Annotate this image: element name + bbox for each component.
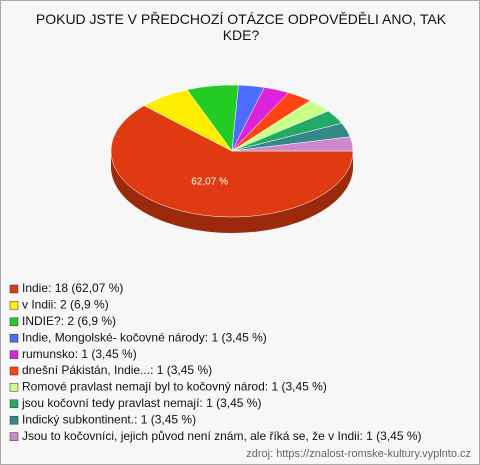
data-label: 62,07 %: [191, 176, 228, 187]
legend-label: v Indii: 2 (6,9 %): [22, 298, 109, 312]
pie-sides: [111, 151, 353, 233]
legend-swatch: [9, 432, 19, 441]
legend-label: Jsou to kočovníci, jejich původ není zná…: [22, 429, 422, 443]
source: zdroj: https://znalost-romske-kultury.vy…: [246, 448, 471, 460]
pie-slice: [231, 136, 354, 152]
chart-title: POKUD JSTE V PŘEDCHOZÍ OTÁZCE ODPOVĚDĚLI…: [35, 11, 447, 43]
legend-swatch: [9, 415, 19, 425]
legend-label: rumunsko: 1 (3,45 %): [22, 347, 137, 361]
legend-label: Indie, Mongolské- kočovné národy: 1 (3,4…: [22, 330, 267, 344]
legend-label: Indie: 18 (62,07 %): [22, 281, 123, 295]
legend-swatch: [9, 383, 19, 392]
legend-swatch: [9, 317, 19, 327]
pie-slice: [110, 105, 354, 218]
legend-label: INDIE?: 2 (6,9 %): [22, 314, 116, 328]
legend-swatch: [9, 366, 19, 376]
legend-swatch: [9, 333, 19, 343]
legend-label: jsou kočovní tedy pravlast nemají: 1 (3,…: [21, 396, 261, 410]
legend-label: Indický subkontinent.: 1 (3,45 %): [22, 412, 196, 426]
legend-swatch: [9, 350, 19, 359]
legend-swatch: [9, 399, 19, 409]
legend-label: Romové pravlast nemají byl to kočovný ná…: [22, 380, 327, 394]
legend-swatch: [9, 301, 19, 310]
legend-swatch: [9, 284, 19, 294]
pie-side: [111, 151, 353, 233]
legend-label: dnešní Pákistán, Indie...: 1 (3,45 %): [22, 363, 212, 377]
